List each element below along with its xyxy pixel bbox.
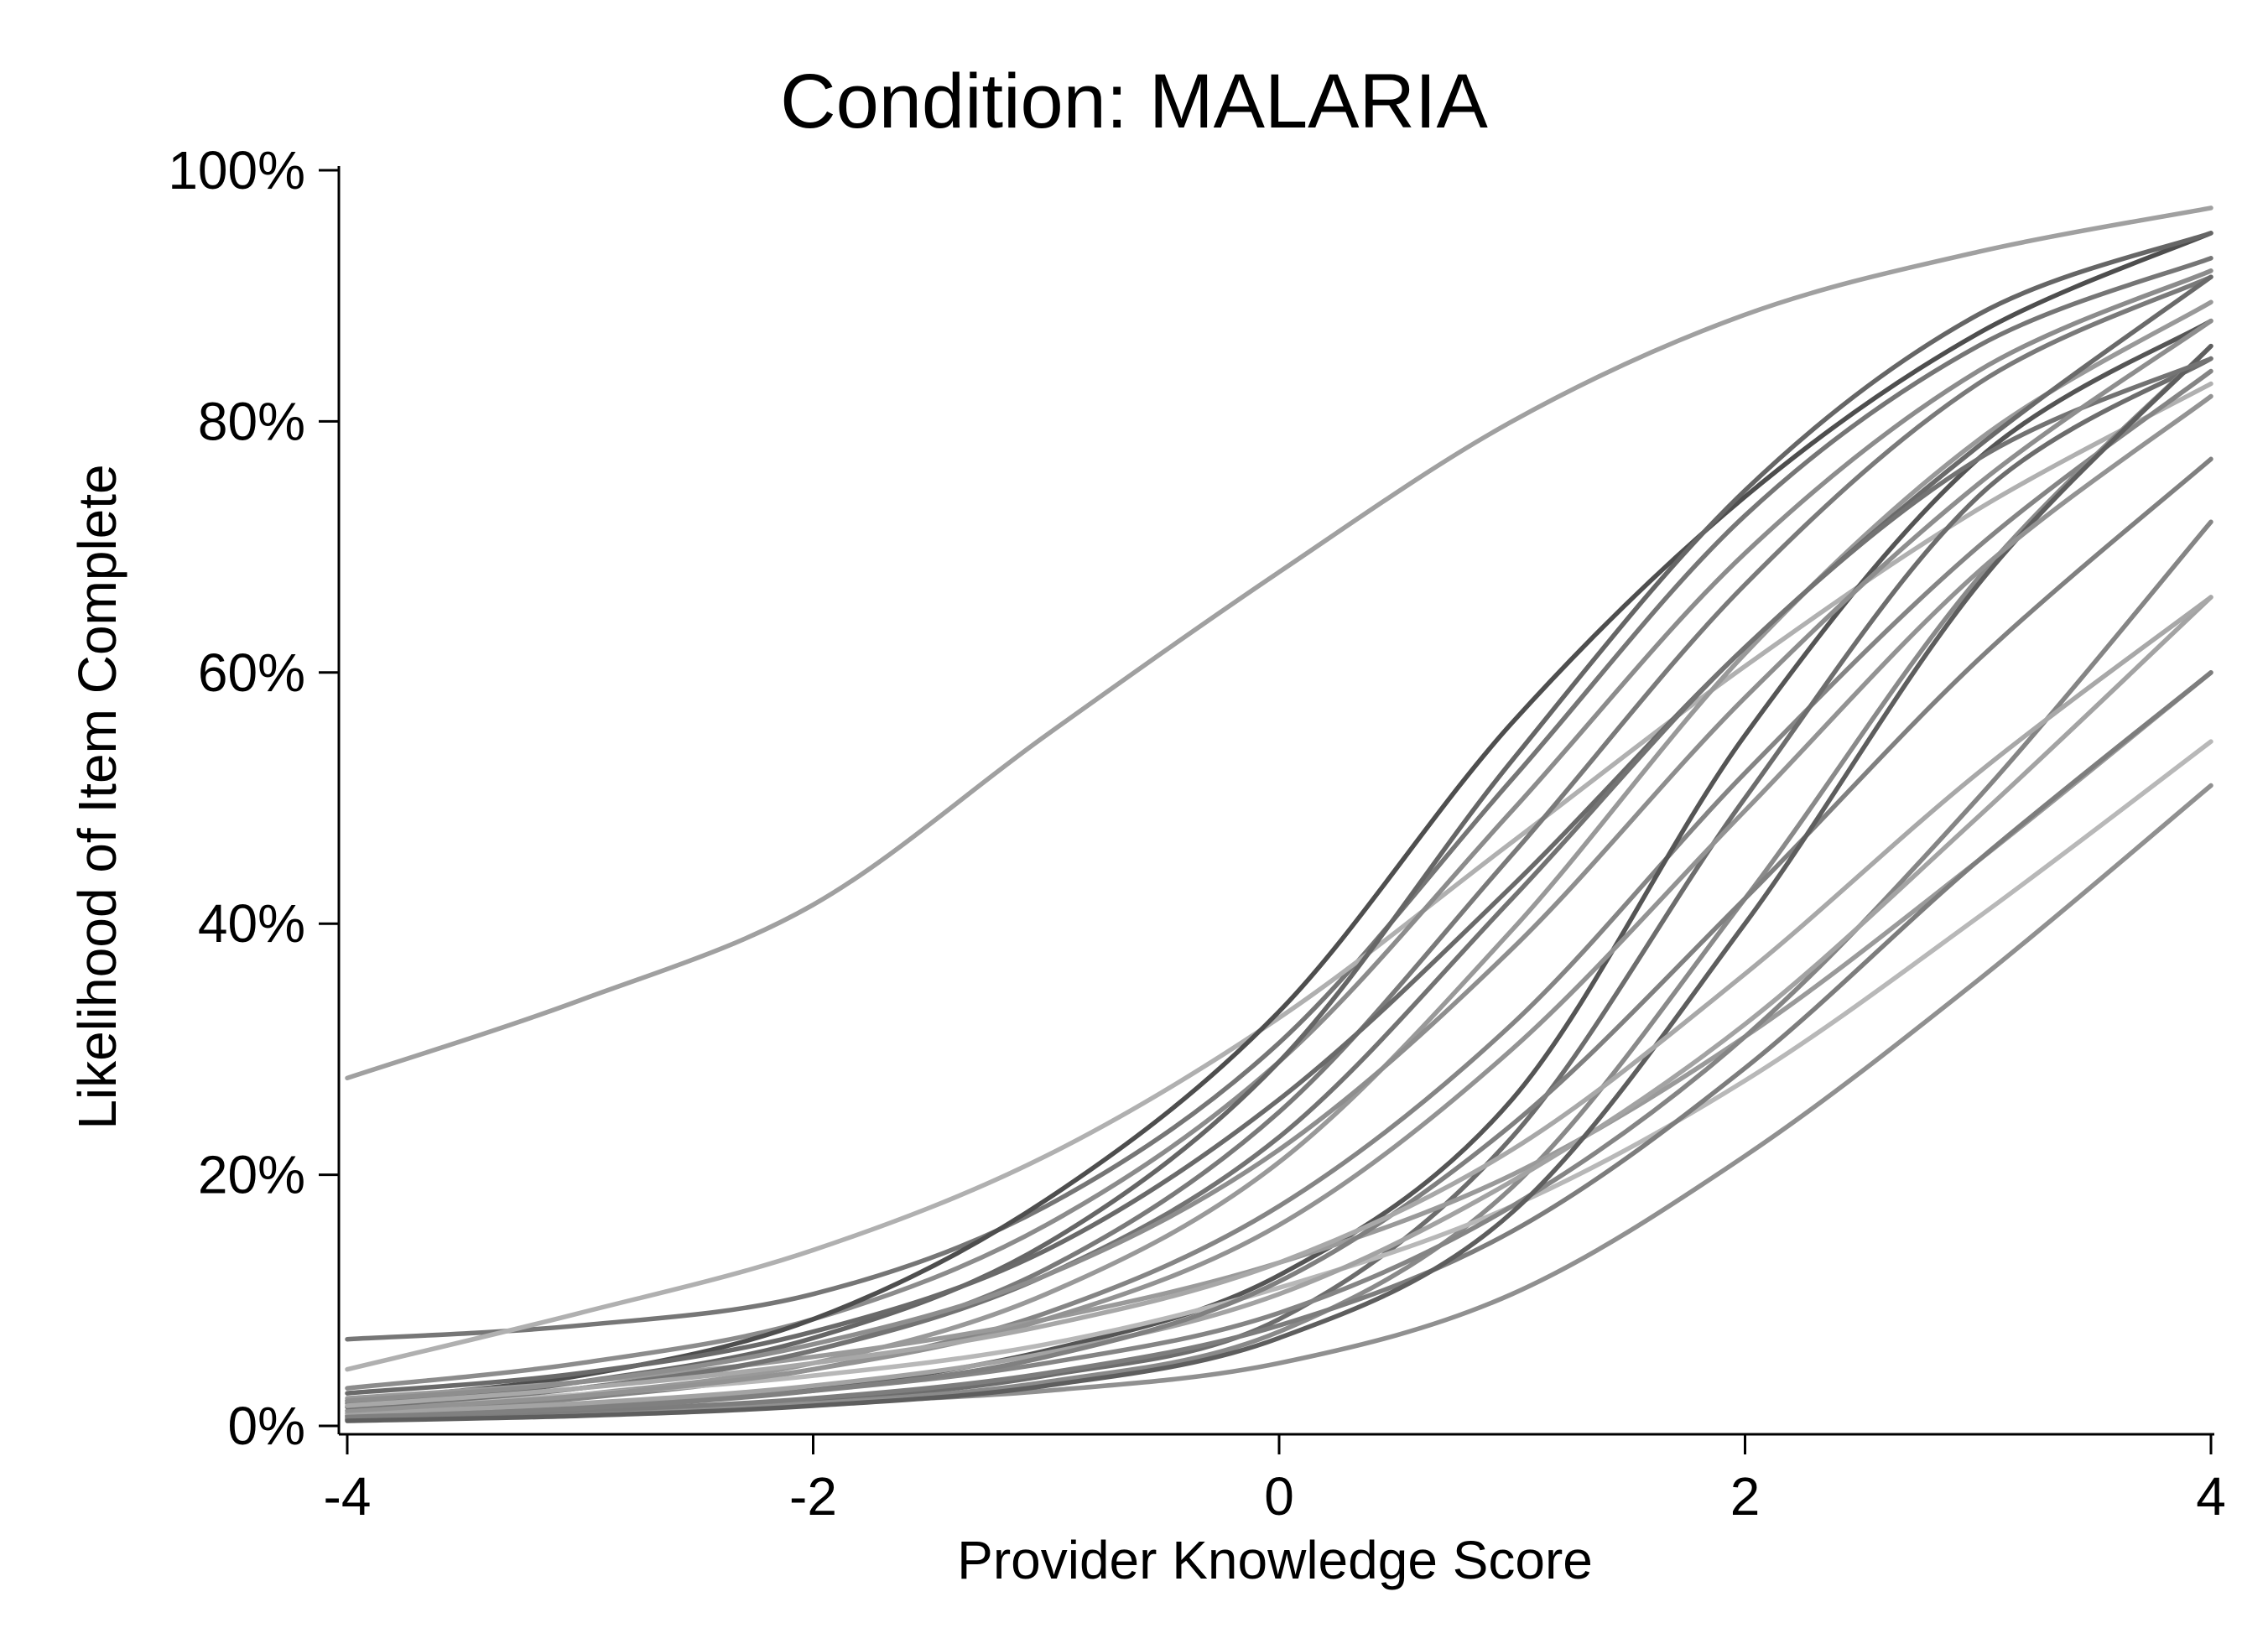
y-tick-label: 40% bbox=[198, 893, 305, 954]
series-line-14 bbox=[345, 739, 2213, 1410]
x-tick-label: 2 bbox=[1730, 1466, 1761, 1527]
series-line-4 bbox=[345, 268, 2213, 1391]
series-line-23 bbox=[345, 356, 2213, 1410]
series-line-2 bbox=[345, 256, 2213, 1342]
y-tick-label: 0% bbox=[228, 1396, 306, 1456]
series-line-6 bbox=[345, 231, 2213, 1410]
series-curves bbox=[345, 205, 2213, 1423]
x-axis-title: Provider Knowledge Score bbox=[957, 1530, 1593, 1590]
chart-title: Condition: MALARIA bbox=[780, 59, 1488, 144]
series-line-18 bbox=[345, 595, 2213, 1416]
series-line-25 bbox=[345, 318, 2213, 1403]
y-axis-title: Likelihood of Item Complete bbox=[67, 464, 127, 1129]
y-axis-ticks: 0% 20% 40% 60% 80% 100% bbox=[168, 140, 339, 1456]
series-line-5 bbox=[345, 231, 2213, 1403]
series-line-1 bbox=[345, 205, 2213, 1081]
x-tick-label: -4 bbox=[324, 1466, 372, 1527]
series-line-7 bbox=[345, 274, 2213, 1406]
x-axis-ticks: -4 -2 0 2 4 bbox=[324, 1434, 2226, 1527]
x-tick-label: 4 bbox=[2196, 1466, 2226, 1527]
series-line-3 bbox=[345, 381, 2213, 1372]
x-tick-label: -2 bbox=[789, 1466, 837, 1527]
series-line-22 bbox=[345, 393, 2213, 1413]
y-tick-label: 60% bbox=[198, 642, 305, 703]
series-line-9 bbox=[345, 368, 2213, 1416]
x-tick-label: 0 bbox=[1264, 1466, 1294, 1527]
y-tick-label: 100% bbox=[168, 140, 305, 200]
series-line-19 bbox=[345, 456, 2213, 1420]
series-line-24 bbox=[345, 595, 2213, 1408]
series-line-17 bbox=[345, 670, 2213, 1421]
series-line-21 bbox=[345, 343, 2213, 1423]
series-line-8 bbox=[345, 299, 2213, 1413]
series-line-20 bbox=[345, 274, 2213, 1396]
series-line-15 bbox=[345, 783, 2213, 1423]
y-tick-label: 20% bbox=[198, 1145, 305, 1205]
y-tick-label: 80% bbox=[198, 391, 305, 451]
